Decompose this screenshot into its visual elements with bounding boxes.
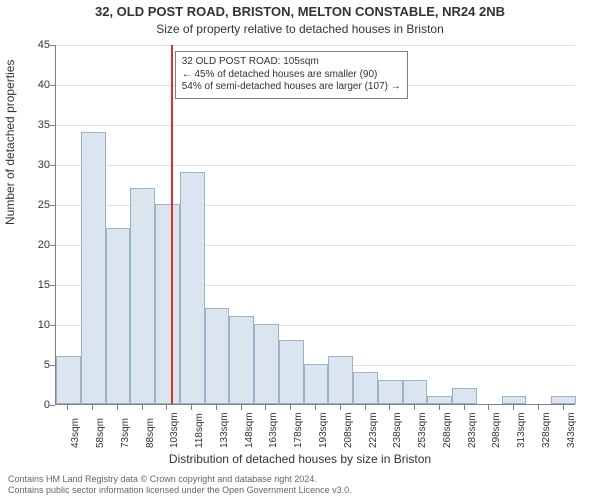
histogram-bar (403, 380, 428, 404)
x-tick-mark (538, 405, 539, 410)
x-tick-mark (340, 405, 341, 410)
x-tick-label: 298sqm (491, 412, 502, 448)
histogram-bar (130, 188, 155, 404)
x-tick-label: 58sqm (95, 418, 106, 448)
histogram-bar (551, 396, 576, 404)
x-tick-label: 43sqm (70, 418, 81, 448)
x-tick-label: 253sqm (417, 412, 428, 448)
y-tick-mark (50, 125, 55, 126)
x-tick-mark (241, 405, 242, 410)
x-axis-label: Distribution of detached houses by size … (0, 452, 600, 466)
y-tick-mark (50, 85, 55, 86)
x-tick-mark (216, 405, 217, 410)
plot-area: 32 OLD POST ROAD: 105sqm← 45% of detache… (55, 45, 575, 405)
x-tick-label: 88sqm (145, 418, 156, 448)
grid-line (56, 125, 575, 126)
x-tick-label: 328sqm (541, 412, 552, 448)
grid-line (56, 165, 575, 166)
x-tick-mark (488, 405, 489, 410)
x-tick-label: 313sqm (516, 412, 527, 448)
y-tick-mark (50, 165, 55, 166)
x-tick-label: 163sqm (268, 412, 279, 448)
histogram-bar (56, 356, 81, 404)
infobox-line3: 54% of semi-detached houses are larger (… (182, 81, 401, 94)
histogram-bar (279, 340, 304, 404)
histogram-bar (155, 204, 180, 404)
chart-container: 32, OLD POST ROAD, BRISTON, MELTON CONST… (0, 0, 600, 500)
histogram-bar (328, 356, 353, 404)
histogram-bar (452, 388, 477, 404)
y-tick-label: 15 (20, 279, 50, 291)
x-tick-label: 268sqm (442, 412, 453, 448)
y-tick-label: 25 (20, 199, 50, 211)
y-axis-label: Number of detached properties (3, 60, 17, 225)
infobox-line1: 32 OLD POST ROAD: 105sqm (182, 56, 401, 69)
x-tick-mark (92, 405, 93, 410)
histogram-bar (353, 372, 378, 404)
grid-line (56, 45, 575, 46)
x-tick-label: 283sqm (467, 412, 478, 448)
x-tick-mark (191, 405, 192, 410)
footer-line2: Contains public sector information licen… (8, 485, 352, 496)
x-tick-label: 148sqm (244, 412, 255, 448)
marker-line (171, 45, 173, 404)
histogram-bar (81, 132, 106, 404)
footer-attribution: Contains HM Land Registry data © Crown c… (8, 474, 352, 496)
x-tick-mark (414, 405, 415, 410)
x-tick-label: 223sqm (368, 412, 379, 448)
histogram-bar (304, 364, 329, 404)
x-tick-label: 118sqm (194, 413, 205, 448)
x-tick-label: 133sqm (219, 412, 230, 448)
y-tick-mark (50, 285, 55, 286)
x-tick-mark (513, 405, 514, 410)
y-tick-label: 0 (20, 399, 50, 411)
y-tick-mark (50, 45, 55, 46)
y-tick-label: 40 (20, 79, 50, 91)
y-tick-mark (50, 205, 55, 206)
histogram-bar (106, 228, 131, 404)
y-tick-label: 35 (20, 119, 50, 131)
histogram-bar (378, 380, 403, 404)
x-tick-label: 238sqm (392, 412, 403, 448)
x-tick-label: 73sqm (120, 418, 131, 448)
y-tick-label: 20 (20, 239, 50, 251)
x-tick-mark (67, 405, 68, 410)
histogram-bar (427, 396, 452, 404)
y-tick-label: 10 (20, 319, 50, 331)
histogram-bar (229, 316, 254, 404)
footer-line1: Contains HM Land Registry data © Crown c… (8, 474, 352, 485)
y-tick-label: 45 (20, 39, 50, 51)
histogram-bar (502, 396, 527, 404)
x-tick-label: 343sqm (566, 412, 577, 448)
x-tick-mark (166, 405, 167, 410)
x-tick-mark (365, 405, 366, 410)
x-tick-mark (265, 405, 266, 410)
marker-infobox: 32 OLD POST ROAD: 105sqm← 45% of detache… (175, 51, 408, 99)
infobox-line2: ← 45% of detached houses are smaller (90… (182, 69, 401, 82)
x-tick-label: 208sqm (343, 412, 354, 448)
x-tick-label: 103sqm (169, 412, 180, 448)
x-tick-label: 193sqm (318, 412, 329, 448)
y-tick-mark (50, 365, 55, 366)
x-tick-mark (315, 405, 316, 410)
y-tick-label: 30 (20, 159, 50, 171)
x-tick-mark (389, 405, 390, 410)
x-tick-mark (563, 405, 564, 410)
histogram-bar (205, 308, 230, 404)
y-tick-mark (50, 245, 55, 246)
histogram-bar (180, 172, 205, 404)
y-tick-mark (50, 405, 55, 406)
y-tick-mark (50, 325, 55, 326)
x-tick-mark (439, 405, 440, 410)
x-tick-mark (142, 405, 143, 410)
x-tick-mark (117, 405, 118, 410)
y-tick-label: 5 (20, 359, 50, 371)
x-tick-mark (290, 405, 291, 410)
histogram-bar (254, 324, 279, 404)
x-tick-mark (464, 405, 465, 410)
chart-title-line1: 32, OLD POST ROAD, BRISTON, MELTON CONST… (0, 4, 600, 19)
chart-title-line2: Size of property relative to detached ho… (0, 22, 600, 36)
x-tick-label: 178sqm (293, 412, 304, 448)
